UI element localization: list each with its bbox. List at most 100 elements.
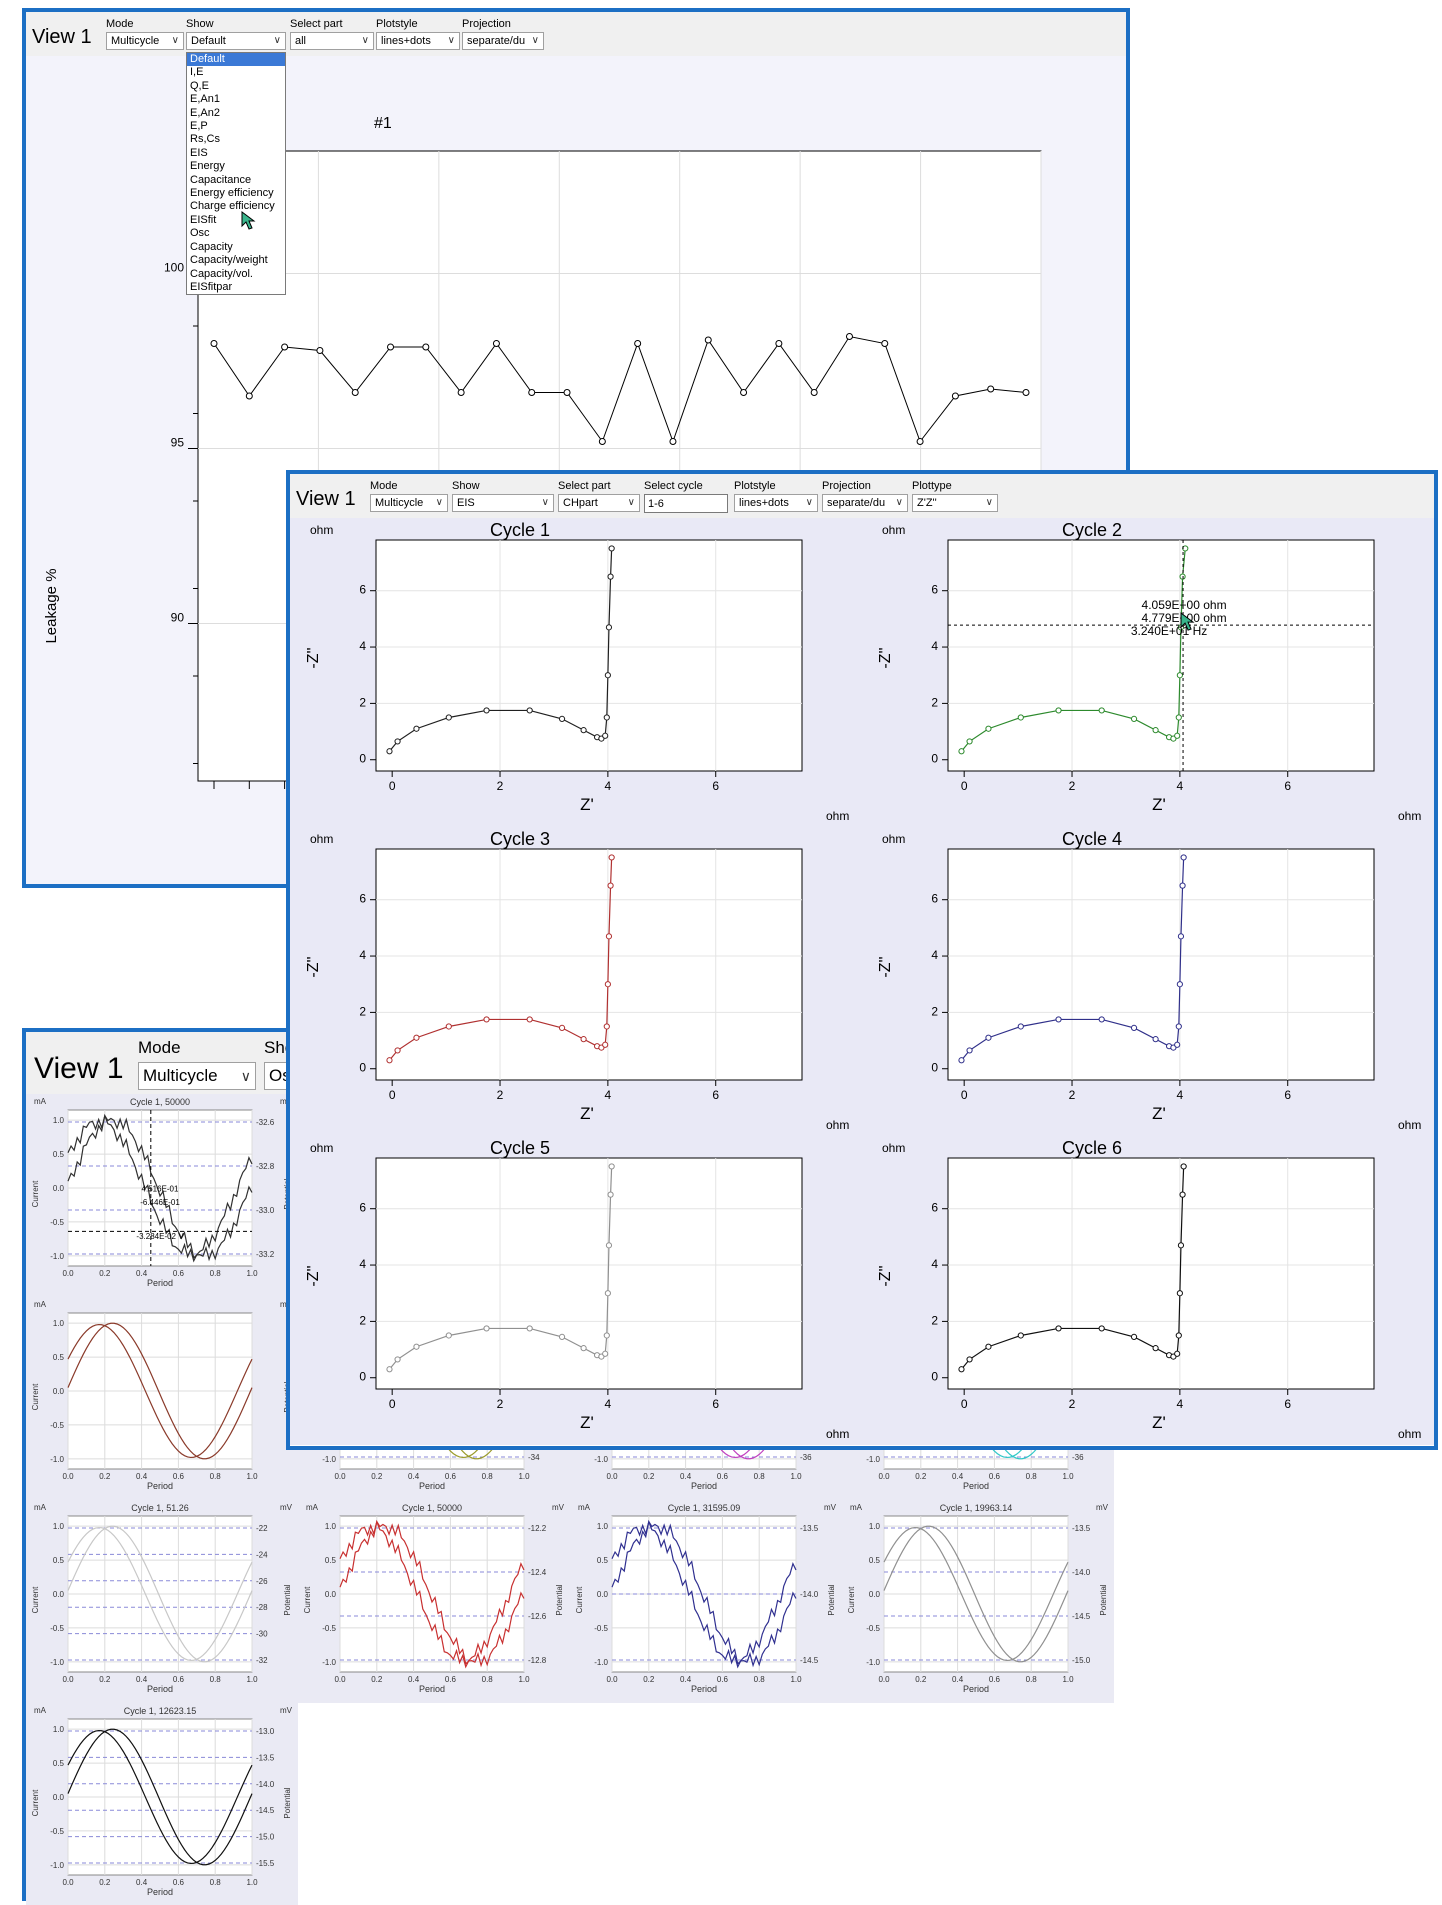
- y-tick-label: -1.0: [866, 1455, 880, 1464]
- mode-dropdown[interactable]: Multicycle ∨: [138, 1062, 256, 1090]
- y-tick-label: 6: [359, 1201, 366, 1215]
- y-axis-label: Leakage %: [43, 568, 60, 643]
- x-tick-label: 0: [389, 1397, 396, 1411]
- x-tick-label: 0.8: [482, 1675, 494, 1684]
- y-tick-label: -0.5: [866, 1624, 880, 1633]
- projection-dropdown[interactable]: separate/du ∨: [822, 494, 908, 512]
- x-tick-label: 0.8: [754, 1675, 766, 1684]
- panel-title: Cycle 4: [1062, 829, 1122, 849]
- panel-title: Cycle 1, 50000: [402, 1503, 462, 1513]
- x-axis-label: Z': [1152, 795, 1166, 814]
- show-option[interactable]: Energy efficiency: [190, 187, 274, 200]
- show-option[interactable]: E,An2: [190, 106, 220, 119]
- show-option[interactable]: Osc: [190, 227, 210, 240]
- data-point: [526, 707, 533, 714]
- x-tick-label: 0.6: [173, 1675, 185, 1684]
- plotstyle-dropdown[interactable]: lines+dots ∨: [734, 494, 818, 512]
- show-option[interactable]: Energy: [190, 160, 225, 173]
- right-tick-label: -15.0: [256, 1833, 275, 1842]
- y-tick-label: -1.0: [50, 1658, 64, 1667]
- right-tick-label: -13.5: [1072, 1524, 1091, 1533]
- show-dropdown-list[interactable]: Default I,E Q,E E,An1 E,An2 E,P Rs,Cs EIS Energy…: [186, 52, 286, 296]
- projection-value: separate/du: [827, 497, 886, 509]
- osc-panel: 0.00.20.40.60.81.01.00.50.0-0.5-1.0mAmVP…: [26, 1297, 298, 1500]
- chevron-down-icon: ∨: [895, 497, 903, 508]
- data-point: [1174, 1350, 1181, 1357]
- data-point: [1175, 1023, 1182, 1030]
- x-tick-label: 0.4: [680, 1675, 692, 1684]
- mode-dropdown[interactable]: Multicycle ∨: [106, 32, 184, 50]
- show-option[interactable]: EISfitpar: [190, 280, 233, 293]
- select-cycle-input[interactable]: [644, 494, 728, 513]
- chevron-down-icon: ∨: [627, 497, 635, 508]
- x-tick-label: 0.6: [445, 1472, 457, 1481]
- show-option[interactable]: E,An1: [190, 93, 220, 106]
- x-tick-label: 0.8: [210, 1472, 222, 1481]
- x-tick-label: 0.8: [1026, 1675, 1038, 1684]
- data-point: [1017, 1023, 1024, 1030]
- show-option[interactable]: E,P: [190, 120, 208, 133]
- cursor-readout: -3.284E-02 V: [136, 1232, 184, 1241]
- chevron-down-icon: ∨: [531, 35, 539, 46]
- right-tick-label: -36: [1072, 1453, 1084, 1462]
- x-tick-label: 0.0: [606, 1472, 618, 1481]
- cursor-readout: -6.446E-01: [140, 1198, 180, 1207]
- panel-title: Cycle 3: [490, 829, 550, 849]
- eis-plots: 0 2 4 6 0 2 4 6 ohm ohm Cycle 1 Z' -Z'' 0 2 4 6 0 2 4 6 ohm oh…: [290, 518, 1434, 1445]
- y-axis-label: -Z'': [877, 956, 894, 977]
- y-axis-label-left: Current: [31, 1586, 40, 1613]
- projection-dropdown[interactable]: separate/du ∨: [462, 32, 544, 50]
- potential-curve: [67, 1113, 253, 1263]
- plotstyle-dropdown[interactable]: lines+dots ∨: [376, 32, 460, 50]
- potential-curve: [611, 1519, 797, 1669]
- data-point: [740, 389, 748, 396]
- y-axis-label-left: Current: [847, 1586, 856, 1613]
- show-option[interactable]: Capacity/vol.: [190, 267, 253, 280]
- y-tick-label: 90: [171, 611, 185, 625]
- mouse-cursor-icon: [1180, 612, 1195, 631]
- y-tick-label: 1.0: [53, 1725, 65, 1734]
- x-tick-label: 0.2: [643, 1675, 655, 1684]
- select-part-dropdown[interactable]: CHpart ∨: [558, 494, 640, 512]
- show-value: EIS: [457, 497, 475, 509]
- x-tick-label: 4: [1177, 779, 1184, 793]
- x-tick-label: 0.0: [606, 1675, 618, 1684]
- show-option[interactable]: Capacity/weight: [190, 254, 268, 267]
- show-dropdown[interactable]: Default ∨: [186, 32, 286, 50]
- x-axis-label: Period: [419, 1684, 445, 1694]
- data-point: [1176, 672, 1183, 679]
- show-option[interactable]: Default: [187, 53, 285, 67]
- toolbar: View 1 Mode Multicycle ∨ Show EIS ∨ Select…: [290, 474, 1434, 519]
- x-tick-label: 6: [712, 1088, 719, 1102]
- select-part-label: Select part: [558, 480, 611, 492]
- data-point: [951, 392, 959, 400]
- data-point: [608, 1163, 615, 1170]
- select-part-dropdown[interactable]: all ∨: [290, 32, 374, 50]
- x-tick-label: 0.6: [173, 1878, 185, 1887]
- data-point: [987, 385, 995, 393]
- plottype-dropdown[interactable]: Z'Z'' ∨: [912, 494, 998, 512]
- show-option[interactable]: Rs,Cs: [190, 133, 220, 146]
- right-tick-label: -34: [528, 1453, 540, 1462]
- right-tick-label: -13.5: [256, 1753, 275, 1762]
- show-option[interactable]: Capacitance: [190, 173, 252, 186]
- show-option[interactable]: I,E: [190, 66, 204, 79]
- show-option[interactable]: Capacity: [190, 240, 233, 253]
- right-tick-label: -32.6: [256, 1118, 275, 1127]
- x-tick-label: 0.2: [99, 1675, 111, 1684]
- x-tick-label: 0.2: [371, 1472, 383, 1481]
- x-tick-label: 2: [1069, 779, 1076, 793]
- show-option[interactable]: EISfit: [190, 213, 217, 226]
- x-axis-label: Period: [419, 1481, 445, 1491]
- x-tick-label: 0: [961, 779, 968, 793]
- y-tick-label: -0.5: [50, 1827, 64, 1836]
- data-point: [558, 1024, 566, 1031]
- show-dropdown[interactable]: EIS ∨: [452, 494, 554, 512]
- projection-label: Projection: [822, 480, 871, 492]
- y-tick-label: 4: [359, 948, 366, 962]
- unit-label: ohm: [882, 523, 905, 537]
- show-option[interactable]: Charge efficiency: [190, 200, 275, 213]
- show-option[interactable]: Q,E: [190, 79, 209, 92]
- mode-dropdown[interactable]: Multicycle ∨: [370, 494, 448, 512]
- show-option[interactable]: EIS: [190, 146, 208, 159]
